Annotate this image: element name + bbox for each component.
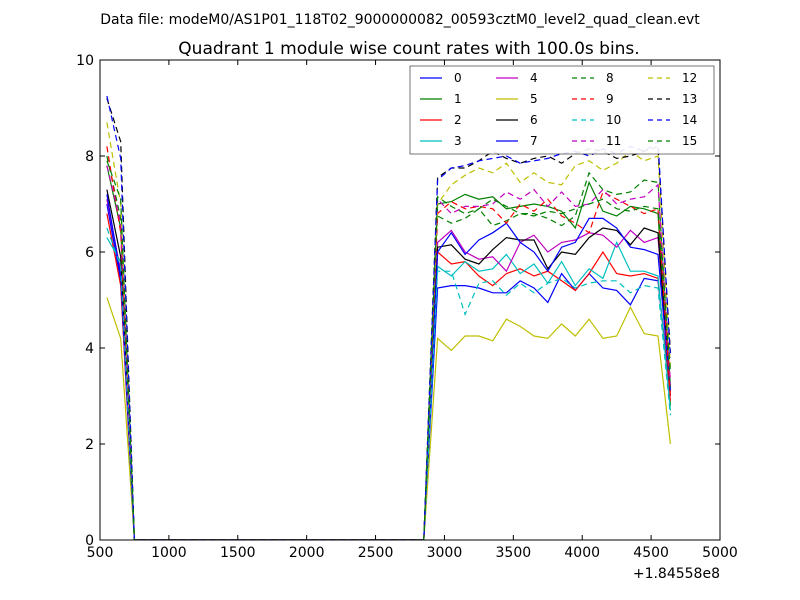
series-line-4 — [106, 199, 671, 540]
y-tick-label: 2 — [85, 437, 94, 453]
figure-suptitle: Data file: modeM0/AS1P01_118T02_90000000… — [100, 12, 700, 28]
legend-label-9: 9 — [606, 92, 614, 106]
legend-label-4: 4 — [530, 71, 538, 85]
series-line-1 — [106, 165, 671, 540]
series-line-8 — [106, 155, 671, 540]
y-tick-label: 0 — [85, 533, 94, 549]
legend-label-2: 2 — [454, 113, 462, 127]
legend-frame — [409, 65, 715, 155]
legend-label-6: 6 — [530, 113, 538, 127]
x-tick-label: 5000 — [702, 545, 738, 561]
x-offset-label: +1.84558e8 — [633, 566, 720, 582]
legend-label-0: 0 — [454, 71, 462, 85]
legend-label-3: 3 — [454, 134, 462, 148]
series-line-14 — [106, 95, 671, 540]
legend-label-5: 5 — [530, 92, 538, 106]
legend-label-13: 13 — [682, 92, 697, 106]
series-line-0 — [106, 203, 671, 540]
legend-label-1: 1 — [454, 92, 462, 106]
y-tick-label: 6 — [85, 245, 94, 261]
legend-label-14: 14 — [682, 113, 697, 127]
x-tick-label: 1500 — [220, 545, 256, 561]
legend-label-11: 11 — [606, 134, 621, 148]
series-line-11 — [106, 165, 671, 540]
series-line-2 — [106, 213, 671, 540]
y-tick-label: 10 — [76, 53, 94, 69]
series-line-7 — [106, 194, 671, 540]
x-tick-label: 2000 — [289, 545, 325, 561]
series-line-3 — [106, 237, 671, 540]
series-line-13 — [106, 98, 671, 540]
legend-label-12: 12 — [682, 71, 697, 85]
series-layer — [106, 95, 671, 540]
legend-label-10: 10 — [606, 113, 621, 127]
legend-label-15: 15 — [682, 134, 697, 148]
plot-frame — [99, 59, 721, 541]
x-tick-label: 3000 — [427, 545, 463, 561]
series-line-5 — [106, 297, 671, 540]
x-axis: 500 1000 1500 2000 2500 3000 3500 4000 4500 5000 — [87, 60, 738, 561]
legend-label-7: 7 — [530, 134, 538, 148]
series-line-15 — [106, 160, 671, 540]
y-tick-label: 8 — [85, 149, 94, 165]
chart-title: Quadrant 1 module wise count rates with … — [178, 39, 639, 59]
x-tick-label: 2500 — [358, 545, 394, 561]
series-line-6 — [106, 189, 671, 540]
x-tick-label: 4500 — [633, 545, 669, 561]
series-line-12 — [106, 122, 671, 540]
y-tick-label: 4 — [85, 341, 94, 357]
series-line-9 — [106, 146, 671, 540]
x-tick-label: 500 — [87, 545, 114, 561]
x-tick-label: 4000 — [564, 545, 600, 561]
legend-label-8: 8 — [606, 71, 614, 85]
series-line-10 — [106, 227, 671, 540]
x-tick-label: 3500 — [496, 545, 532, 561]
x-tick-label: 1000 — [151, 545, 187, 561]
